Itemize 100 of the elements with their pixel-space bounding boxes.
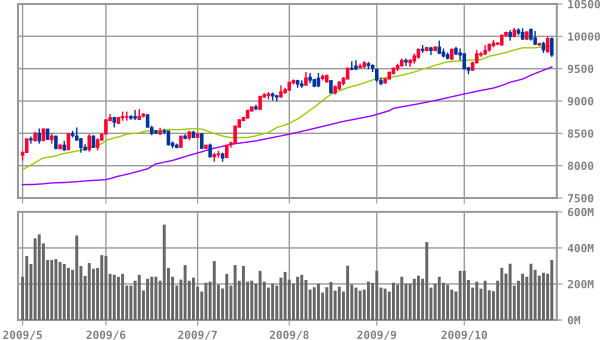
y-tick-label: 200M [568,280,594,288]
bar [346,266,350,320]
bar [416,276,420,320]
bar [366,282,370,320]
bar [121,274,124,320]
x-tick-label: 2009/9 [357,330,396,340]
candlestick [92,134,96,148]
y-tick-label: 9000 [568,96,594,106]
candlestick [346,66,350,80]
candlestick [483,44,487,56]
candlestick [520,28,524,41]
bar [234,265,237,320]
candlestick [542,41,546,54]
bar [104,256,108,320]
candlestick [258,95,262,110]
bar [508,264,512,320]
x-tick-label: 2009/8 [270,330,309,340]
y-tick-label: 8500 [568,129,594,138]
candlestick [308,72,312,84]
candlestick [24,138,29,154]
bar [54,259,58,320]
x-tick-label: 2009/10 [442,330,488,340]
y-tick-label: 10000 [568,32,600,41]
candlestick [442,48,446,58]
candlestick [120,110,124,122]
line-series [22,66,552,186]
y-tick-label: 8000 [568,162,594,170]
candlestick [200,132,204,150]
candlestick [133,109,137,121]
bar [530,264,532,320]
candlestick [512,27,516,38]
bar [154,276,158,320]
bar [521,274,524,320]
x-tick-label: 2009/6 [86,330,126,340]
candlestick [450,48,454,61]
candlestick [316,72,320,88]
bar [204,282,208,320]
candlestick [179,135,183,148]
candlestick [87,133,92,152]
candlestick [112,116,116,128]
bar [354,288,358,320]
candlestick [62,140,66,152]
candlestick [416,48,420,60]
bar [316,284,320,320]
bar [242,266,245,320]
candlestick [533,30,537,46]
candlestick [54,135,58,150]
bar [446,284,450,320]
candlestick [220,152,224,162]
candlestick [375,68,379,83]
bar [284,272,287,320]
candlestick [33,130,37,142]
candlestick [42,127,46,142]
bar [358,290,362,320]
candlestick [279,84,283,99]
candlestick [66,132,70,151]
candlestick [350,60,354,71]
x-tick-label: 2009/5 [3,330,42,340]
candlestick [166,130,170,146]
y-tick-label: 7500 [568,194,594,202]
candlestick [550,36,554,58]
bar [475,282,478,320]
candlestick [212,152,216,162]
candlestick [329,80,333,94]
candlestick [412,52,416,64]
candlestick [46,128,50,140]
bar [146,278,150,320]
candlestick [208,142,212,158]
bar [34,238,37,320]
candlestick [333,84,337,96]
y-tick-label: 9500 [568,64,594,74]
bar [550,260,554,320]
bar [116,276,120,320]
bar [66,268,70,320]
bar [271,284,274,320]
y-tick-label: 10500 [568,0,600,8]
bar [542,272,545,320]
bar [484,280,487,320]
candlestick [37,128,42,144]
y-tick-label: 0M [568,316,580,324]
bar [58,262,62,320]
candlestick [508,29,512,42]
candlestick [187,130,192,141]
y-tick-label: 400M [568,244,594,252]
y-tick-label: 600M [568,208,594,216]
candlestick [224,144,229,158]
bar [458,270,462,320]
bar [384,288,387,320]
bar [258,270,262,320]
bar [392,282,395,320]
bar [329,282,332,320]
candlestick [529,28,533,42]
candlestick [50,132,54,144]
candlestick [304,71,308,86]
bar [500,268,504,320]
x-tick-label: 2009/7 [178,330,217,340]
bar [192,278,195,320]
candlestick [546,36,550,54]
candlestick [438,40,442,55]
bar [184,265,187,320]
